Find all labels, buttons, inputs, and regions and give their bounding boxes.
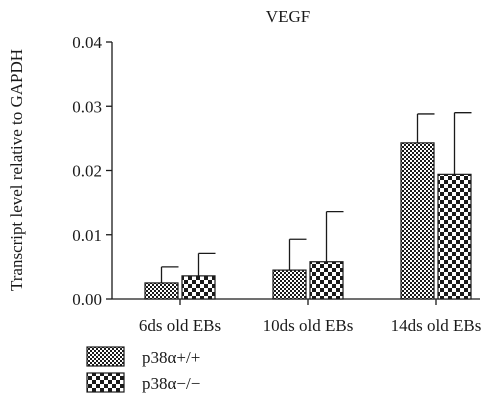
bar-series-0-1 xyxy=(272,269,307,300)
legend-label-1: p38α−/− xyxy=(142,374,200,393)
chart-title: VEGF xyxy=(266,7,310,26)
y-tick-label: 0.02 xyxy=(72,162,102,181)
bar-series-0-0 xyxy=(144,282,179,300)
bar-series-0-2 xyxy=(400,142,435,300)
bar-series-1-2 xyxy=(437,173,472,300)
y-tick-label: 0.03 xyxy=(72,97,102,116)
bar-series-1-0 xyxy=(181,275,216,300)
bar-series-1-1 xyxy=(309,261,344,300)
legend-label-0: p38α+/+ xyxy=(142,348,200,367)
legend-swatch-0 xyxy=(86,346,125,367)
y-tick-label: 0.00 xyxy=(72,290,102,309)
x-tick-label: 10ds old EBs xyxy=(263,316,354,335)
legend: p38α+/+ p38α−/− xyxy=(86,346,200,393)
y-tick-label: 0.01 xyxy=(72,226,102,245)
legend-swatch-1 xyxy=(86,372,125,393)
y-axis-label: Transcript level relative to GAPDH xyxy=(7,49,26,291)
error-bars xyxy=(160,112,472,283)
x-tick-label: 6ds old EBs xyxy=(139,316,221,335)
x-axis: 6ds old EBs 10ds old EBs 14ds old EBs xyxy=(112,298,482,335)
y-axis: 0.00 0.01 0.02 0.03 0.04 xyxy=(72,33,113,309)
x-tick-label: 14ds old EBs xyxy=(391,316,482,335)
bars xyxy=(144,142,472,300)
y-tick-label: 0.04 xyxy=(72,33,102,52)
